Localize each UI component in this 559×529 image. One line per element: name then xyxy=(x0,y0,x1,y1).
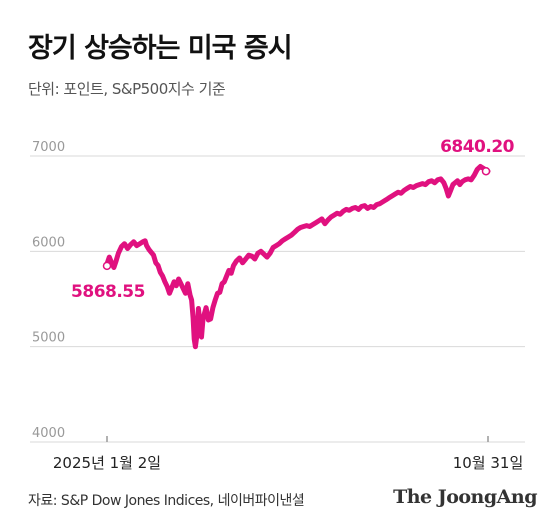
data-label-0: 5868.55 xyxy=(71,282,145,302)
x-tick-label-1: 10월 31일 xyxy=(453,454,524,470)
series-line-sp500 xyxy=(104,164,491,350)
brand-logo: The JoongAng xyxy=(393,486,537,508)
x-axis: 2025년 1월 2일 10월 31일 xyxy=(53,436,523,470)
y-axis-tick-labels: 7000 6000 5000 4000 xyxy=(32,140,65,441)
endpoint-marker-0 xyxy=(102,261,112,271)
endpoint-marker-1 xyxy=(481,166,491,176)
y-tick-label-6000: 6000 xyxy=(32,235,65,250)
data-labels: 5868.55 6840.20 xyxy=(71,137,515,302)
grid-lines xyxy=(30,155,525,443)
y-tick-label-5000: 5000 xyxy=(32,331,65,346)
endpoint-markers xyxy=(102,166,491,271)
source-note: 자료: S&P Dow Jones Indices, 네이버파이낸셜 xyxy=(28,493,305,509)
y-tick-label-7000: 7000 xyxy=(32,140,65,155)
chart-subtitle: 단위: 포인트, S&P500지수 기준 xyxy=(28,80,226,98)
y-tick-label-4000: 4000 xyxy=(32,426,65,441)
x-tick-label-0: 2025년 1월 2일 xyxy=(53,454,161,470)
chart-title: 장기 상승하는 미국 증시 xyxy=(28,33,293,64)
line-chart: 7000 6000 5000 4000 2025년 1월 2일 10월 31일 5868… xyxy=(30,137,525,470)
data-label-1: 6840.20 xyxy=(440,137,515,157)
